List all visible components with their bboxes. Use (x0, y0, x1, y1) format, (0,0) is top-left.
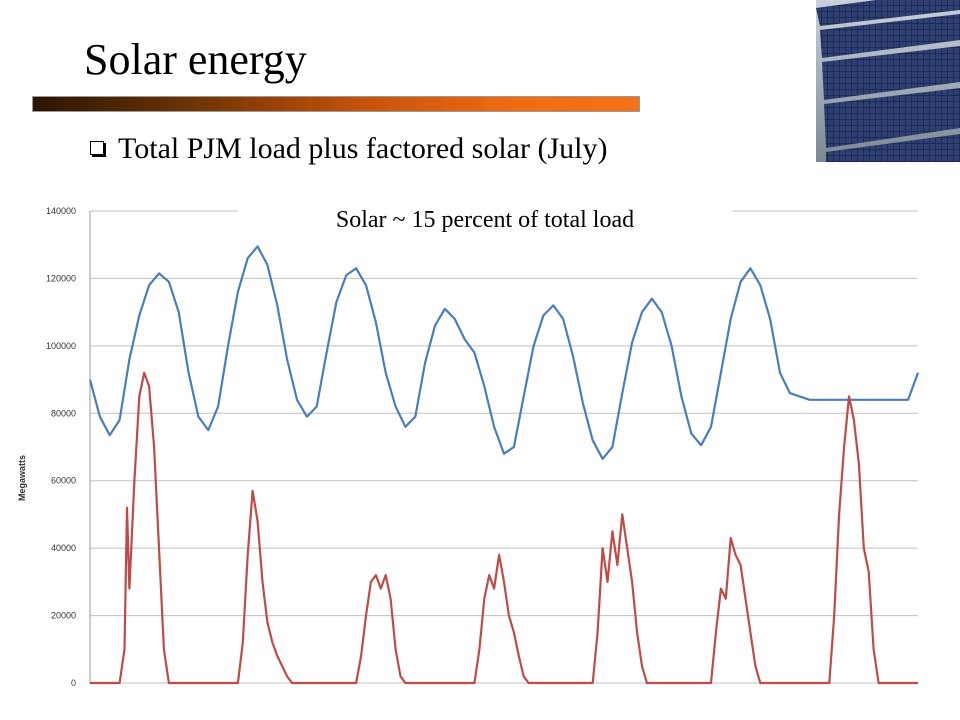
y-axis-title: Megawatts (17, 455, 27, 501)
load-chart: 020000400006000080000100000120000140000 … (17, 206, 920, 688)
solar-panel-photo (816, 0, 960, 162)
chart-annotation: Solar ~ 15 percent of total load (238, 202, 732, 238)
y-tick-label: 20000 (51, 611, 76, 621)
y-tick-label: 100000 (46, 341, 76, 351)
y-tick-label: 140000 (46, 206, 76, 216)
slide-title: Solar energy (84, 35, 307, 84)
title-accent-bar (32, 96, 640, 112)
series-lines (88, 245, 920, 685)
load-series-line (88, 245, 920, 460)
y-tick-label: 60000 (51, 476, 76, 486)
y-tick-label: 80000 (51, 408, 76, 418)
grid-lines (89, 210, 918, 684)
y-tick-label: 40000 (51, 543, 76, 553)
bullet-text: Total PJM load plus factored solar (July… (118, 132, 608, 165)
solar-panel-image (816, 0, 960, 162)
bullet-square-icon (90, 141, 104, 156)
bullet-item: Total PJM load plus factored solar (July… (90, 134, 607, 164)
y-tick-label: 0 (71, 678, 76, 688)
y-axis-ticks: 0 20000 40000 60000 80000 100000 120000 140000 (46, 206, 76, 688)
solar-series-line (90, 371, 918, 685)
y-tick-label: 120000 (46, 273, 76, 283)
